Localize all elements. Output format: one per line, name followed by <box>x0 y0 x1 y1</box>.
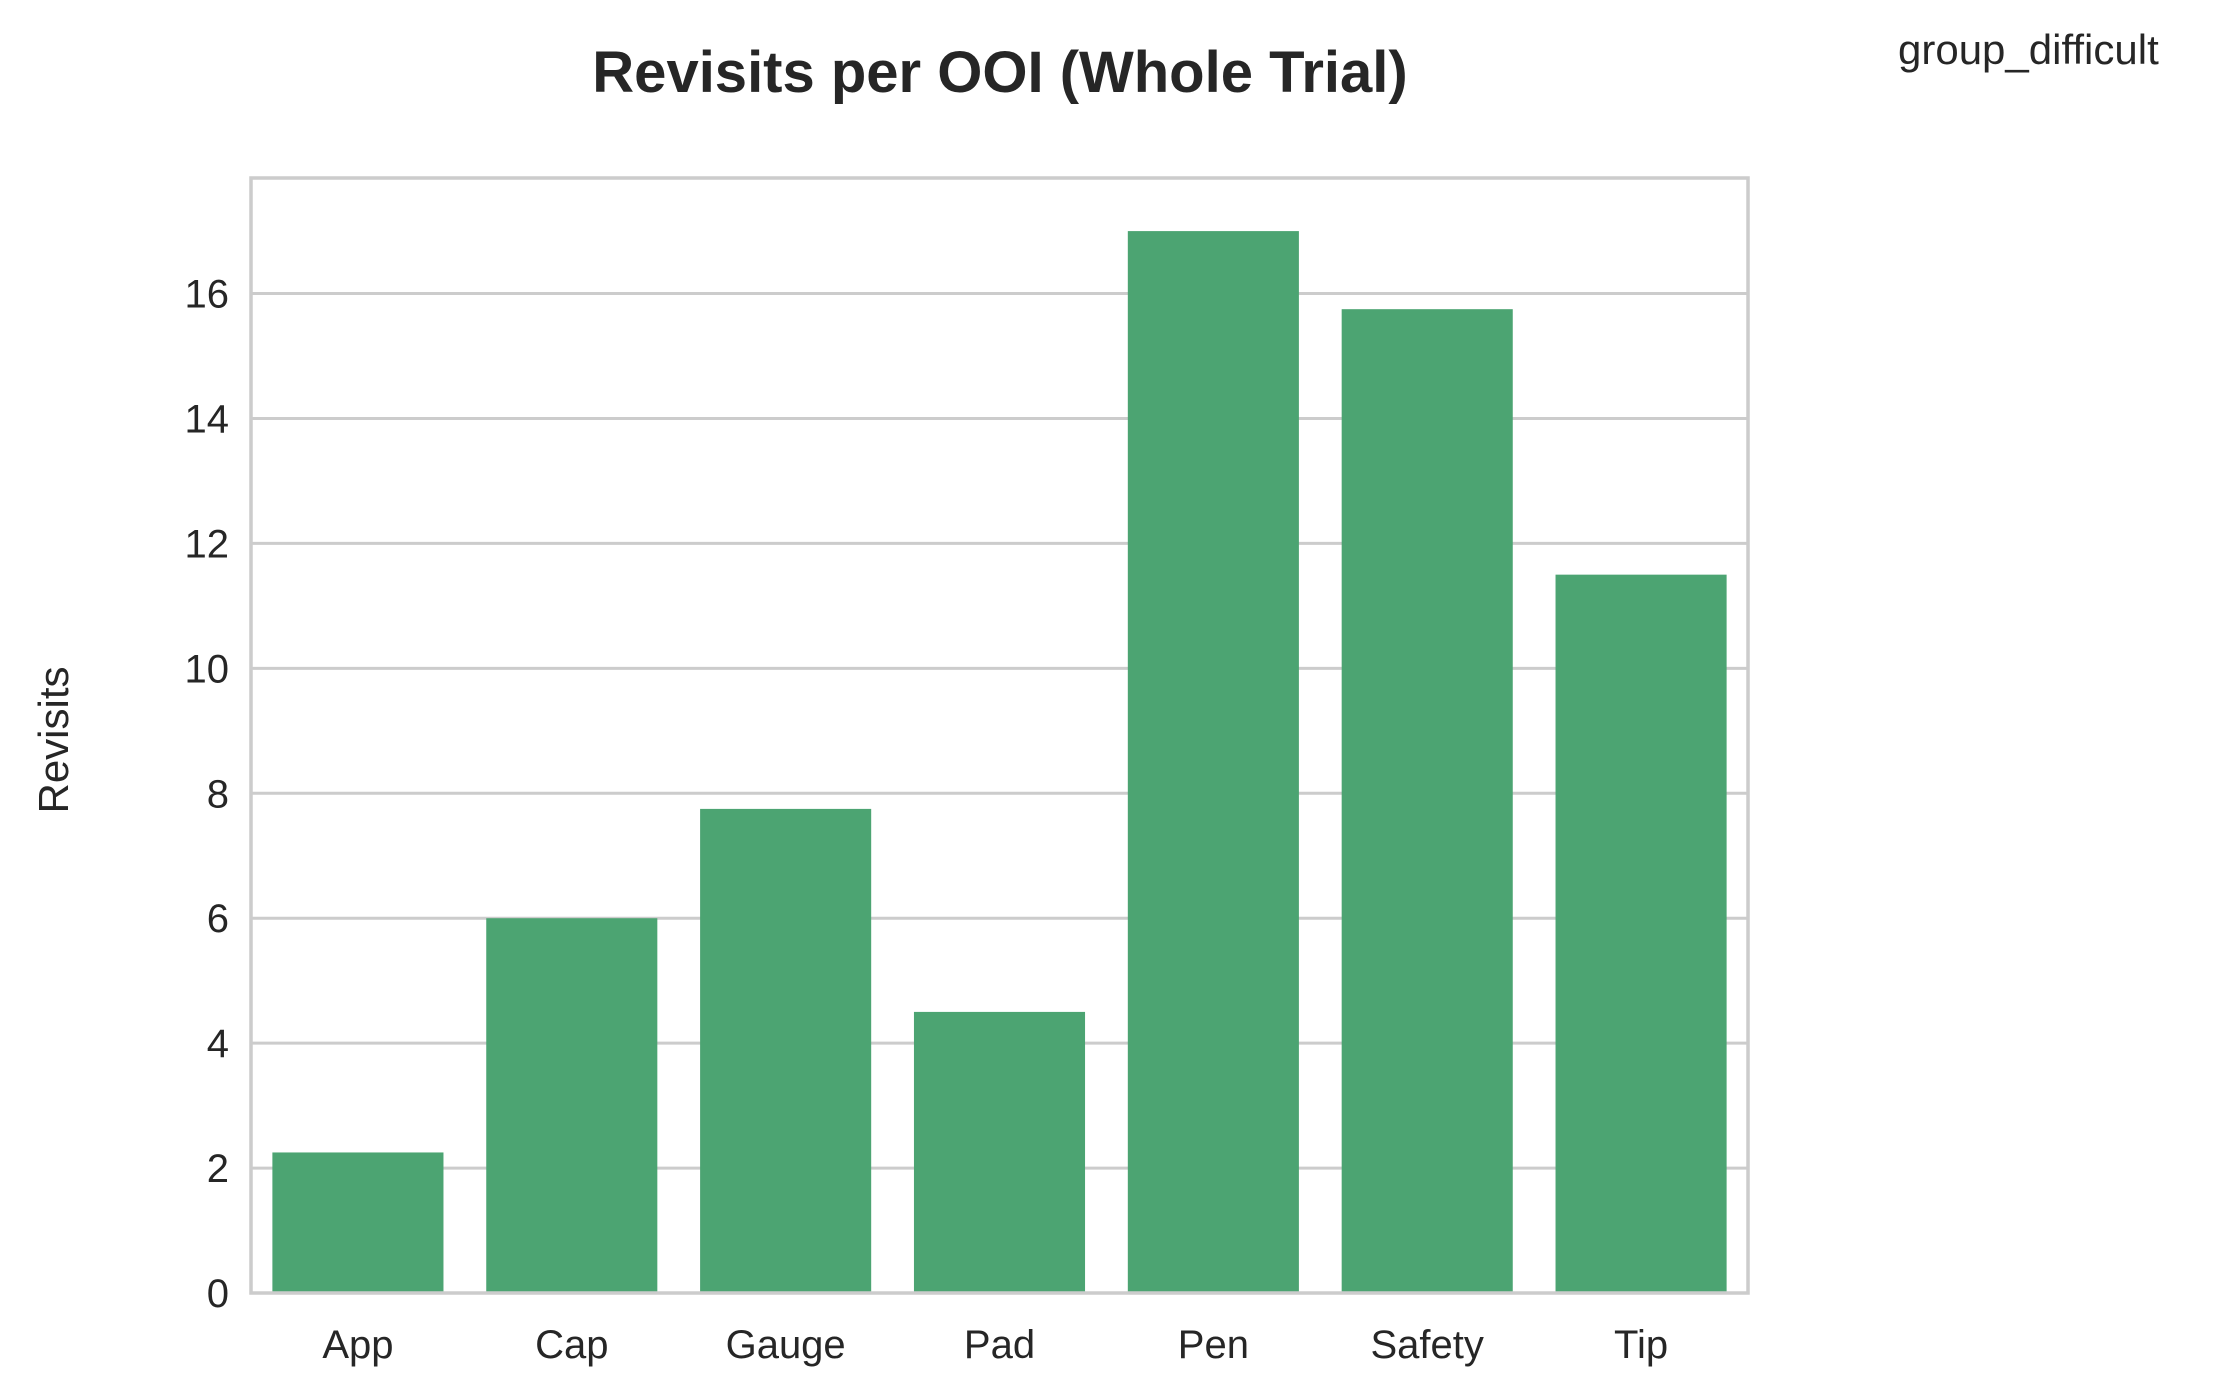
bar <box>486 918 658 1293</box>
y-tick-label: 0 <box>207 1272 229 1316</box>
x-tick-label: Cap <box>535 1323 608 1367</box>
bar <box>700 808 872 1293</box>
bar <box>913 1011 1086 1293</box>
y-tick-label: 12 <box>185 522 230 566</box>
x-tick-labels: App Cap Gauge Pad Pen Safety Tip <box>322 1323 1668 1367</box>
y-tick-label: 8 <box>207 772 229 816</box>
y-tick-label: 14 <box>185 397 230 441</box>
bar <box>1555 574 1727 1293</box>
corner-label: group_difficult <box>1898 26 2159 73</box>
x-tick-label: Pen <box>1178 1323 1249 1367</box>
y-tick-label: 4 <box>207 1022 229 1066</box>
bars <box>272 231 1727 1294</box>
y-tick-labels: 0 2 4 6 8 10 12 14 16 <box>185 273 230 1316</box>
y-tick-label: 2 <box>207 1147 229 1191</box>
bar <box>1127 231 1299 1294</box>
y-tick-label: 16 <box>185 273 230 317</box>
x-tick-label: Tip <box>1614 1323 1668 1367</box>
x-tick-label: Safety <box>1371 1323 1484 1367</box>
plot-frame <box>249 176 1750 1295</box>
chart-title: Revisits per OOI (Whole Trial) <box>592 40 1407 105</box>
x-tick-label: Gauge <box>726 1323 846 1367</box>
y-tick-label: 6 <box>207 897 229 941</box>
x-tick-label: Pad <box>964 1323 1035 1367</box>
y-axis-label: Revisits <box>30 666 77 813</box>
y-tick-label: 10 <box>185 647 230 691</box>
bar <box>1341 309 1513 1293</box>
bar <box>272 1152 444 1293</box>
x-tick-label: App <box>322 1323 393 1367</box>
